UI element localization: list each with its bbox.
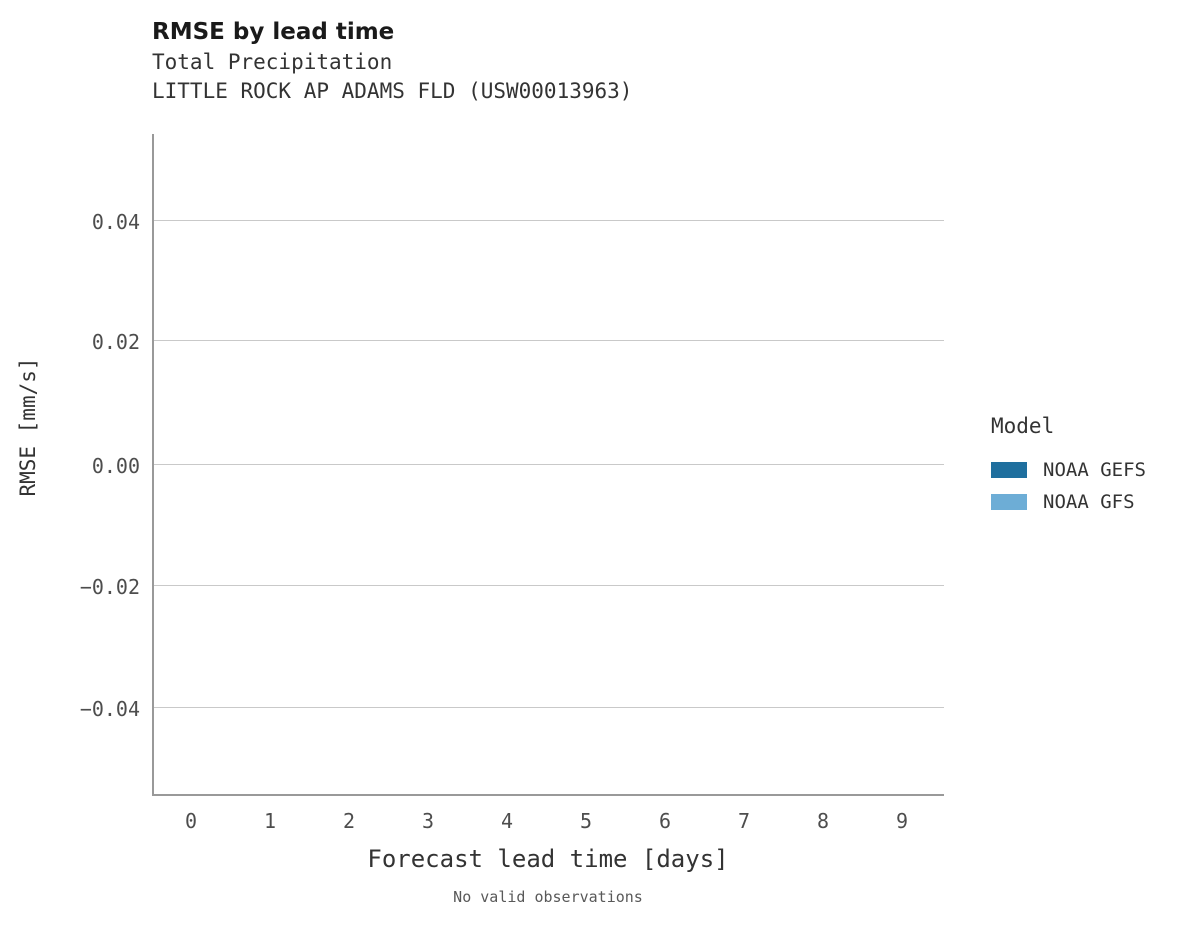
x-tick-label: 5 — [579, 809, 593, 833]
x-axis-title: Forecast lead time [days] — [367, 845, 729, 873]
y-tick-label: −0.04 — [79, 697, 140, 721]
y-tick-label: 0.02 — [91, 330, 140, 354]
legend-item-label: NOAA GFS — [1043, 491, 1135, 513]
plot-area — [152, 134, 944, 796]
x-tick-label: 9 — [895, 809, 909, 833]
chart-subtitle-station: LITTLE ROCK AP ADAMS FLD (USW00013963) — [152, 79, 633, 103]
page-title: RMSE by lead time — [152, 19, 395, 45]
gridline-neg-0.04 — [154, 707, 944, 708]
chart-title-block: RMSE by lead time Total Precipitation LI… — [152, 16, 952, 106]
legend-item-gfs[interactable]: NOAA GFS — [991, 486, 1181, 518]
gridline-0.00 — [154, 464, 944, 465]
legend-item-label: NOAA GEFS — [1043, 459, 1146, 481]
y-axis-title: RMSE [mm/s] — [16, 357, 40, 497]
y-axis-ticks: 0.04 0.02 0.00 −0.02 −0.04 — [0, 134, 140, 796]
x-tick-label: 4 — [500, 809, 514, 833]
x-tick-label: 1 — [263, 809, 277, 833]
legend: Model NOAA GEFS NOAA GFS — [991, 412, 1181, 518]
legend-swatch-icon — [991, 462, 1027, 478]
gridline-neg-0.02 — [154, 585, 944, 586]
no-data-annotation: No valid observations — [453, 888, 643, 906]
x-tick-label: 3 — [421, 809, 435, 833]
x-tick-label: 6 — [658, 809, 672, 833]
x-tick-label: 8 — [816, 809, 830, 833]
x-axis-ticks: 0 1 2 3 4 5 6 7 8 9 — [152, 810, 944, 840]
gridline-0.04 — [154, 220, 944, 221]
x-tick-label: 0 — [184, 809, 198, 833]
y-tick-label: 0.04 — [91, 210, 140, 234]
legend-swatch-icon — [991, 494, 1027, 510]
x-tick-label: 2 — [342, 809, 356, 833]
y-tick-label: −0.02 — [79, 575, 140, 599]
y-tick-label: 0.00 — [91, 454, 140, 478]
legend-title: Model — [991, 414, 1055, 438]
chart-subtitle-variable: Total Precipitation — [152, 50, 393, 74]
gridline-0.02 — [154, 340, 944, 341]
legend-item-gefs[interactable]: NOAA GEFS — [991, 454, 1181, 486]
x-tick-label: 7 — [737, 809, 751, 833]
